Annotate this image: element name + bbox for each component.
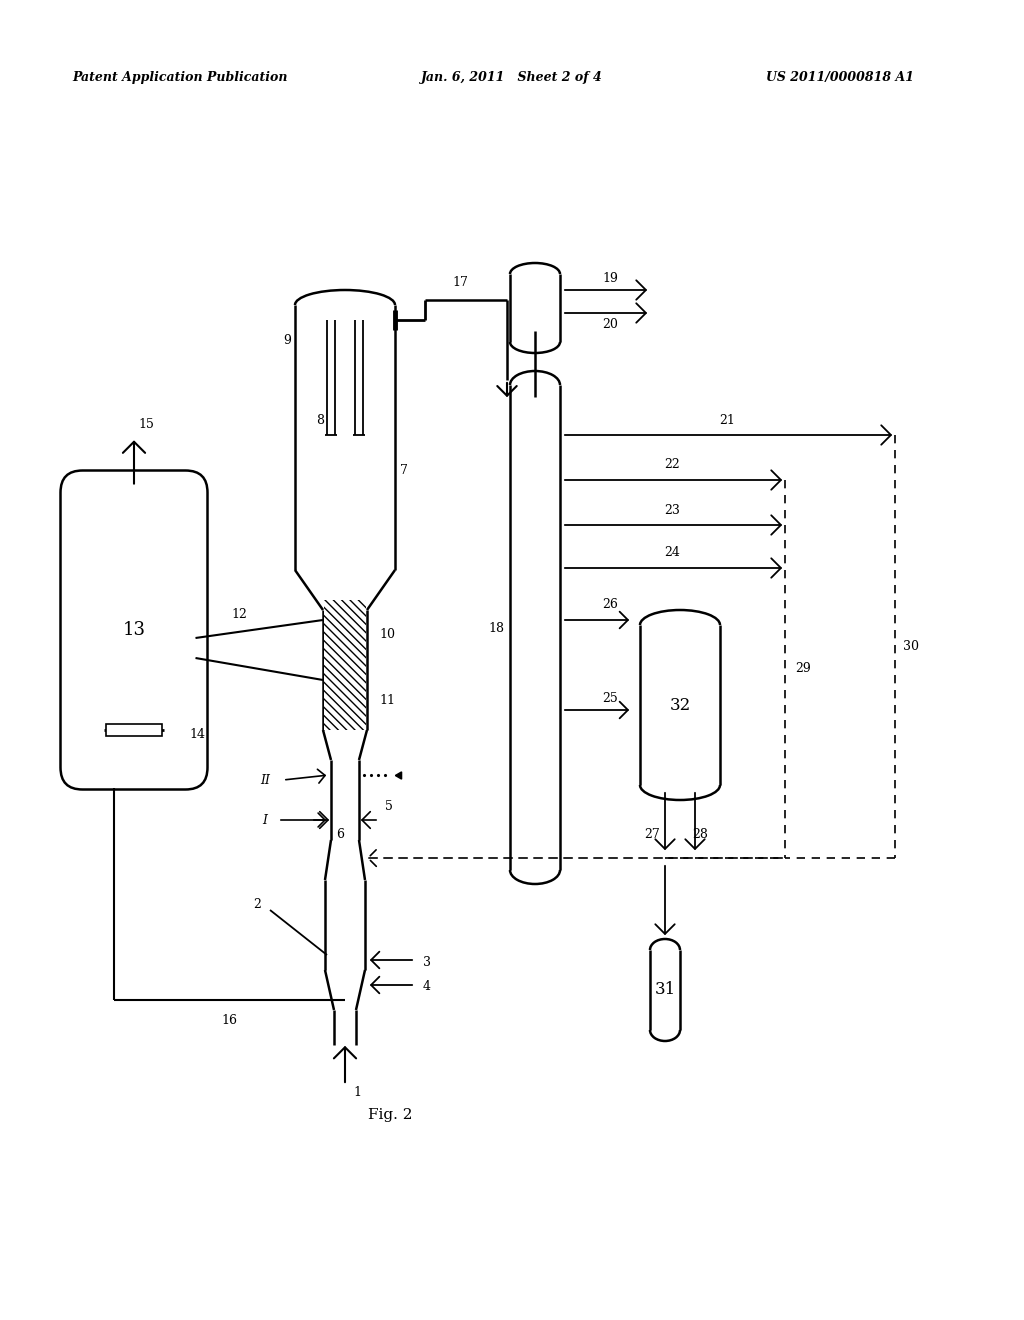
Text: 7: 7 (400, 463, 408, 477)
Text: 17: 17 (452, 276, 468, 289)
Text: 12: 12 (231, 607, 247, 620)
Text: 30: 30 (903, 640, 919, 653)
Text: 3: 3 (423, 956, 431, 969)
Text: 10: 10 (379, 628, 395, 642)
Text: 32: 32 (670, 697, 690, 714)
Text: Patent Application Publication: Patent Application Publication (73, 71, 288, 84)
Text: 26: 26 (602, 598, 617, 611)
Text: 27: 27 (644, 829, 659, 842)
Text: 9: 9 (283, 334, 291, 346)
Text: 5: 5 (385, 800, 393, 813)
Text: 20: 20 (602, 318, 617, 331)
Text: 18: 18 (488, 622, 504, 635)
Text: 2: 2 (253, 899, 261, 912)
Text: 19: 19 (602, 272, 617, 285)
Text: 28: 28 (692, 829, 708, 842)
Text: 21: 21 (720, 413, 735, 426)
Text: 14: 14 (189, 729, 205, 742)
Text: 24: 24 (665, 546, 680, 560)
Text: 16: 16 (221, 1014, 238, 1027)
Text: 25: 25 (602, 692, 617, 705)
Text: 29: 29 (795, 663, 811, 676)
Bar (324, 671, 366, 730)
Text: 6: 6 (336, 829, 344, 842)
Text: Fig. 2: Fig. 2 (368, 1107, 413, 1122)
Text: 13: 13 (123, 620, 145, 639)
Text: 31: 31 (654, 982, 676, 998)
Text: II: II (260, 774, 270, 787)
Text: 8: 8 (316, 413, 324, 426)
Text: 23: 23 (665, 503, 680, 516)
Text: 1: 1 (353, 1086, 361, 1100)
Bar (106, 723, 162, 737)
Bar (324, 601, 366, 671)
Text: Jan. 6, 2011   Sheet 2 of 4: Jan. 6, 2011 Sheet 2 of 4 (421, 71, 603, 84)
Text: 22: 22 (665, 458, 680, 471)
Text: 4: 4 (423, 981, 431, 994)
Text: 11: 11 (379, 693, 395, 706)
Text: I: I (262, 813, 267, 826)
FancyBboxPatch shape (60, 470, 208, 789)
Text: 15: 15 (138, 418, 154, 432)
Text: US 2011/0000818 A1: US 2011/0000818 A1 (766, 71, 914, 84)
